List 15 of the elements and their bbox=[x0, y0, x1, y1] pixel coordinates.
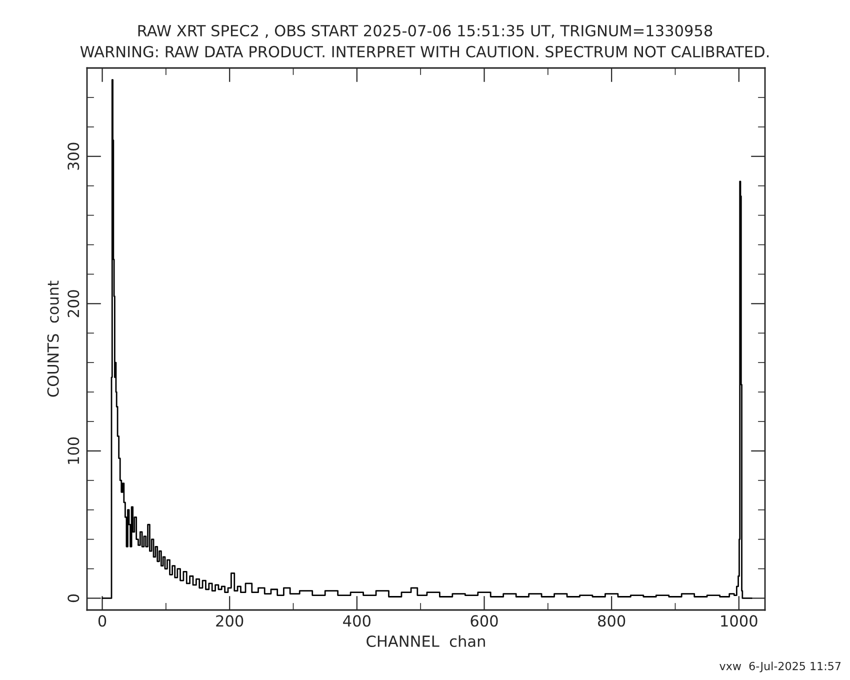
x-tick-label: 0 bbox=[98, 615, 106, 627]
x-tick-label: 400 bbox=[343, 615, 370, 627]
text: vxw 6-Jul-2025 11:57 bbox=[720, 662, 841, 672]
y-axis-title: COUNTS count bbox=[47, 280, 59, 397]
y-tick-label: 300 bbox=[68, 142, 80, 170]
y-tick-label: 0 bbox=[68, 594, 80, 602]
x-axis-title: CHANNEL chan bbox=[366, 635, 485, 648]
x-tick-label: 1000 bbox=[721, 615, 758, 627]
y-tick-label: 100 bbox=[68, 437, 80, 464]
chart-title: RAW XRT SPEC2 , OBS START 2025-07-06 15:51:35 UT, TRIGNUM=1330958 bbox=[138, 24, 712, 38]
y-tick-label: 200 bbox=[68, 290, 80, 318]
x-tick-label: 200 bbox=[216, 615, 244, 627]
chart-subtitle: WARNING: RAW DATA PRODUCT. INTERPRET WITH CAUTION. SPECTRUM NOT CALIBRATED. bbox=[80, 46, 769, 58]
x-tick-label: 600 bbox=[470, 615, 498, 627]
x-tick-label: 800 bbox=[598, 615, 626, 627]
